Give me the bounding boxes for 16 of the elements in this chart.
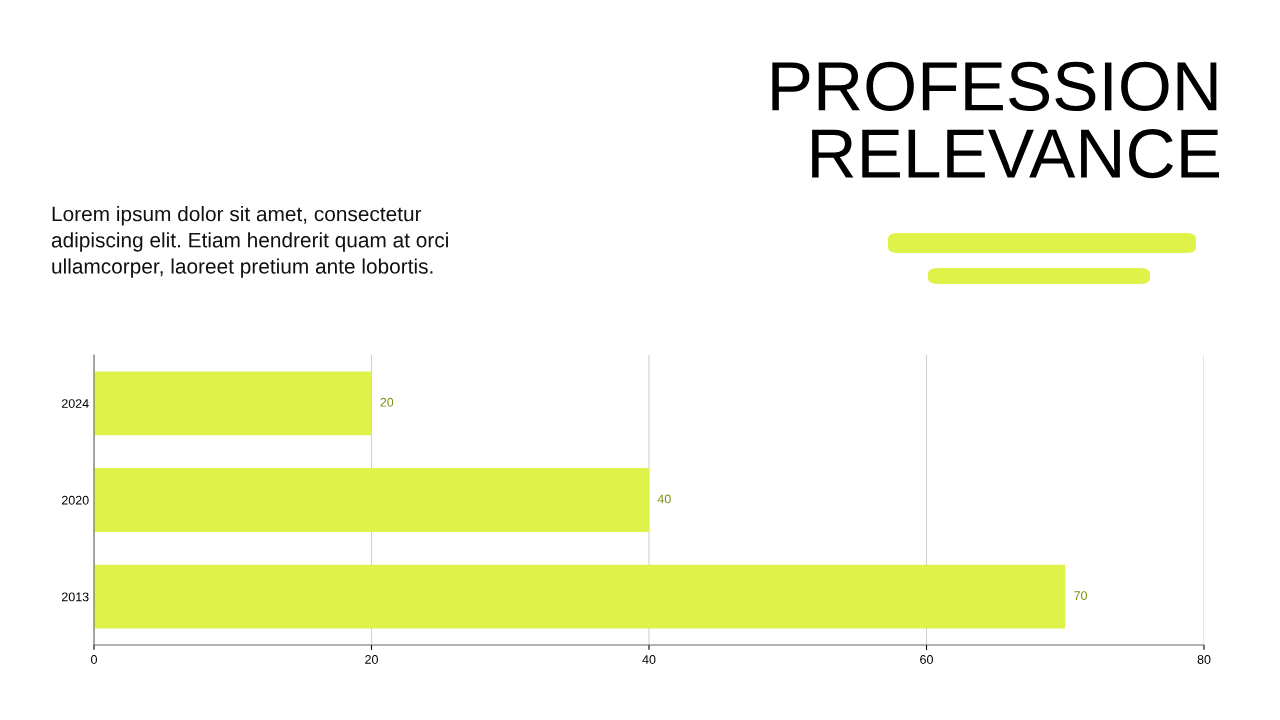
x-tick-label: 80: [1197, 655, 1211, 664]
x-tick-label: 60: [920, 655, 933, 664]
x-tick-label: 20: [365, 655, 378, 664]
bar: [94, 468, 649, 532]
chart-title: PROFESSION RELEVANCE: [772, 61, 1220, 179]
y-tick-label: 2013: [61, 592, 89, 602]
data-label: 20: [380, 397, 394, 407]
x-tick-label: 40: [642, 655, 656, 664]
x-tick-label: 0: [91, 655, 97, 664]
y-tick-label: 2020: [61, 495, 89, 505]
data-label: 70: [1074, 591, 1087, 601]
y-tick-label: 2024: [61, 399, 89, 408]
bar: [94, 371, 372, 436]
chart-subtitle: Lorem ipsum dolor sit amet, consectetur adipiscing elit. Etiam hendrerit quam at orci ullamcorper, laoreet pretium ante lobortis.: [51, 206, 448, 278]
data-label: 40: [657, 494, 671, 504]
bar: [94, 564, 1066, 629]
